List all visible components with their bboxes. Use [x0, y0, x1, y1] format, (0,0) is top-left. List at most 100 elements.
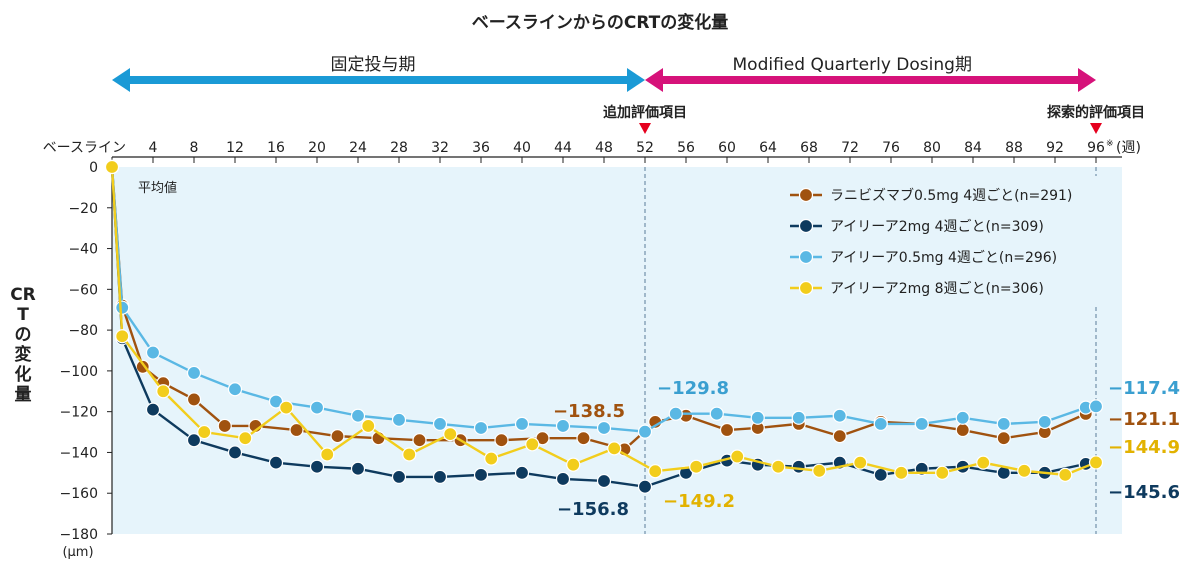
data-point — [668, 406, 683, 421]
data-point — [914, 416, 929, 431]
x-tick-label: 56 — [677, 140, 695, 156]
legend-label: アイリーア2mg 4週ごと(n=309) — [830, 219, 1044, 235]
data-point — [955, 422, 970, 438]
data-point — [309, 400, 325, 415]
data-point — [514, 416, 530, 431]
data-point — [361, 418, 376, 434]
data-point — [268, 455, 284, 470]
y-tick-label: −160 — [60, 486, 98, 502]
data-point — [678, 465, 694, 480]
x-tick-label: 16 — [267, 140, 285, 156]
phase-arrowhead-right-0 — [627, 68, 645, 92]
data-point — [104, 159, 120, 175]
data-point — [289, 422, 304, 438]
data-point — [350, 408, 366, 423]
data-point — [555, 471, 571, 487]
data-point — [330, 429, 345, 444]
data-point — [443, 426, 458, 442]
data-point — [566, 457, 581, 472]
value-label: −156.8 — [557, 499, 629, 520]
y-tick-label: −100 — [60, 364, 98, 380]
note-label: 平均値 — [138, 180, 177, 196]
data-point — [484, 451, 499, 466]
y-tick-label: −140 — [60, 445, 98, 461]
x-tick-label: 60 — [718, 140, 736, 156]
data-point — [730, 449, 745, 464]
data-point — [186, 392, 202, 407]
data-point — [473, 420, 489, 436]
phase-arrowhead-right-1 — [1078, 68, 1096, 92]
phase-label-fixed: 固定投与期 — [330, 55, 416, 75]
data-point — [514, 465, 530, 480]
x-tick-label: 48 — [595, 140, 613, 156]
data-point — [791, 459, 806, 474]
x-tick-label: 24 — [349, 140, 367, 156]
data-point — [689, 459, 704, 474]
data-point — [596, 473, 612, 489]
x-tick-label: 28 — [390, 140, 408, 156]
data-point — [268, 394, 284, 409]
x-tick-label: 92 — [1046, 140, 1064, 156]
y-tick-label: −20 — [68, 201, 98, 217]
value-label: −145.6 — [1108, 482, 1180, 503]
y-tick-label: −60 — [68, 282, 98, 298]
data-point — [996, 416, 1011, 431]
y-tick-label: −120 — [60, 405, 98, 421]
x-tick-label: 12 — [226, 140, 244, 156]
data-point — [186, 365, 202, 381]
data-point — [791, 410, 806, 425]
data-point — [402, 447, 417, 462]
data-point — [145, 402, 161, 417]
data-point — [812, 463, 827, 478]
data-point — [391, 412, 407, 427]
x-tick-label: 68 — [800, 140, 818, 156]
data-point — [709, 406, 724, 421]
data-point — [555, 418, 571, 434]
x-tick-label: 32 — [431, 140, 449, 156]
x-tick-label: 72 — [841, 140, 859, 156]
data-point — [1058, 467, 1073, 482]
data-point — [1088, 455, 1104, 470]
data-point — [853, 455, 868, 470]
marker-triangle-0 — [639, 123, 651, 134]
y-unit-label: (µm) — [62, 545, 93, 560]
data-point — [832, 429, 847, 444]
data-point — [535, 431, 550, 446]
data-point — [873, 416, 888, 431]
data-point — [1017, 463, 1032, 478]
legend-swatch-dot — [798, 187, 814, 203]
legend-swatch-dot — [798, 218, 814, 234]
x-tick-label: 76 — [882, 140, 900, 156]
legend-label: ラニビズマブ0.5mg 4週ごと(n=291) — [830, 187, 1072, 204]
data-point — [996, 431, 1011, 446]
data-point — [894, 465, 909, 480]
data-point — [238, 431, 253, 446]
y-tick-label: −180 — [60, 527, 98, 543]
y-tick-label: −80 — [68, 323, 98, 339]
marker-label-0: 追加評価項目 — [603, 104, 687, 121]
data-point — [412, 433, 427, 448]
phase-label-mqd: Modified Quarterly Dosing期 — [732, 55, 972, 75]
value-label: −121.1 — [1108, 409, 1180, 430]
legend-swatch-dot — [798, 249, 814, 265]
marker-triangle-1 — [1090, 123, 1102, 134]
data-point — [145, 345, 161, 360]
x-tick-label: 40 — [513, 140, 531, 156]
data-point — [156, 384, 171, 399]
x-tick-label: 8 — [190, 140, 199, 156]
data-point — [473, 467, 489, 482]
value-label: −149.2 — [663, 491, 735, 512]
y-tick-label: −40 — [68, 242, 98, 258]
data-point — [525, 437, 540, 452]
legend-box — [780, 176, 1100, 304]
data-point — [607, 441, 622, 456]
data-point — [494, 433, 509, 448]
x-unit-label: (週) — [1116, 140, 1141, 156]
x-tick-label: 96 — [1087, 140, 1105, 156]
x-tick-label: 36 — [472, 140, 490, 156]
data-point — [648, 464, 663, 479]
data-point — [976, 455, 991, 470]
x-tick-label: 80 — [923, 140, 941, 156]
chart-title: ベースラインからのCRTの変化量 — [471, 13, 729, 33]
data-point — [771, 459, 786, 474]
